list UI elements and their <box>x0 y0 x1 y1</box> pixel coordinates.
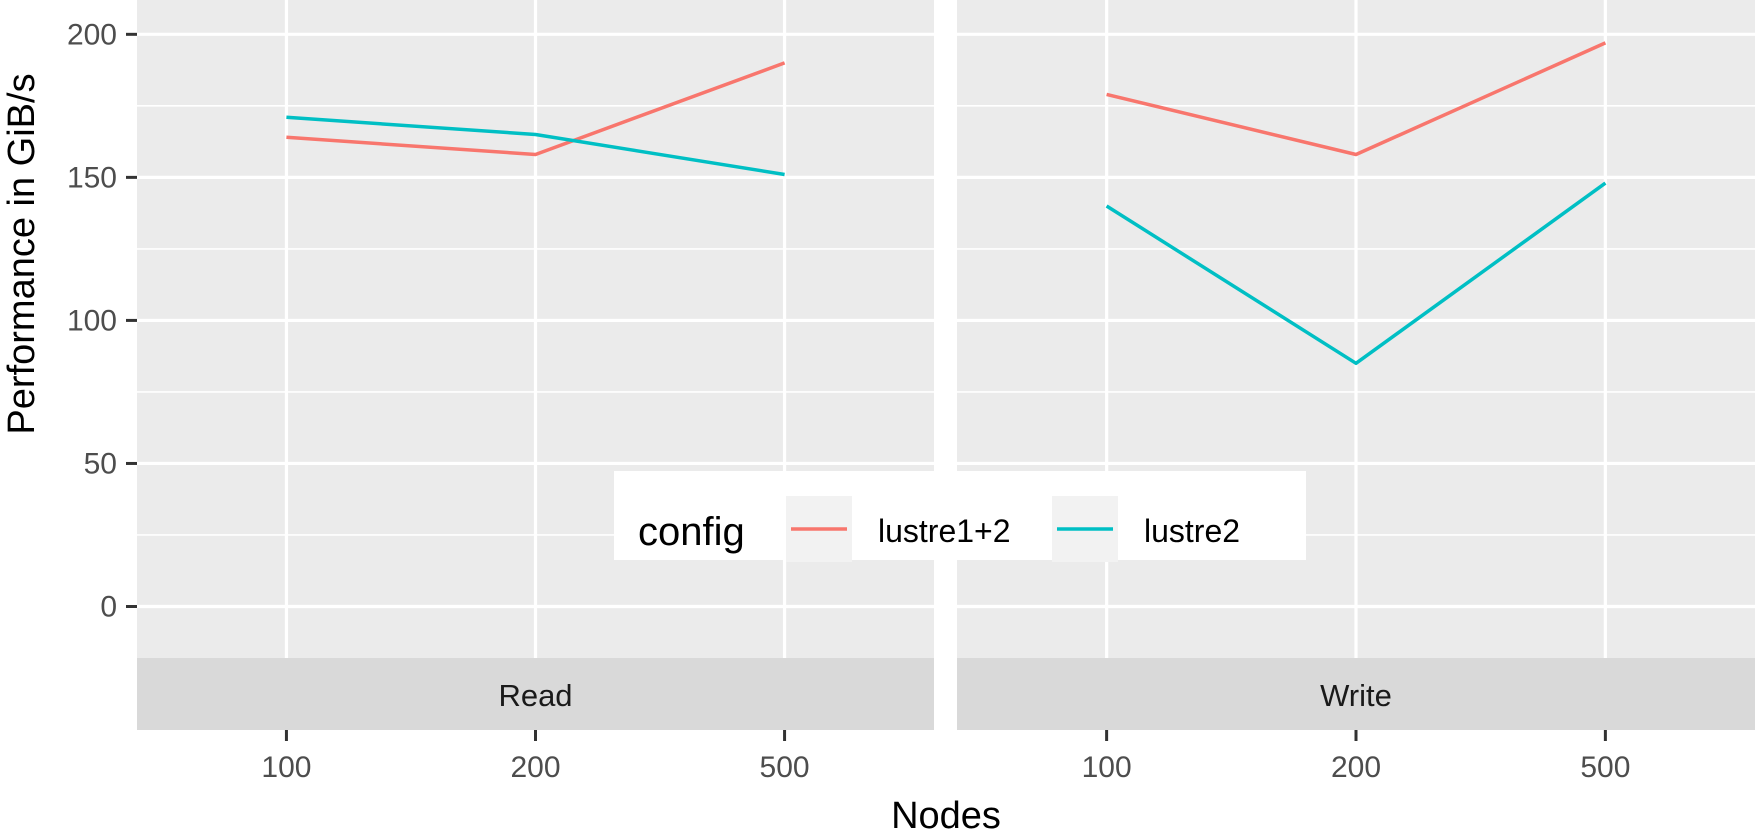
x-tick-label: 500 <box>760 751 810 784</box>
x-axis-title: Nodes <box>891 795 1001 833</box>
legend-label-lustre1-2: lustre1+2 <box>878 513 1011 549</box>
legend-label-lustre2: lustre2 <box>1144 513 1240 549</box>
y-tick-label: 150 <box>67 161 117 194</box>
series-line-write-lustre1-2 <box>1106 41 1607 157</box>
x-tick-label: 100 <box>1082 751 1132 784</box>
facet-strip-read <box>137 658 934 730</box>
legend: config lustre1+2 lustre2 <box>614 471 1306 562</box>
series-line-read-lustre1-2 <box>286 61 786 157</box>
facet-strip-write <box>957 658 1755 730</box>
y-tick-label: 200 <box>67 18 117 51</box>
series-line-read-lustre2 <box>286 115 785 177</box>
x-tick-label: 200 <box>510 751 560 784</box>
facet-label-write: Write <box>1320 678 1392 713</box>
axes: 0 50 100 150 200 100 200 500 100 200 500 <box>67 18 1630 784</box>
x-tick-label: 500 <box>1580 751 1630 784</box>
x-tick-label: 200 <box>1331 751 1381 784</box>
x-tick-label: 100 <box>261 751 311 784</box>
y-tick-label: 0 <box>100 591 117 624</box>
facet-label-read: Read <box>498 678 572 713</box>
legend-title: config <box>638 510 745 554</box>
legend-background <box>614 471 1306 560</box>
y-axis-title: Performance in GiB/s <box>1 73 43 434</box>
data-lines <box>286 41 1607 366</box>
y-tick-label: 100 <box>67 304 117 337</box>
grid-lines <box>137 0 1755 658</box>
series-line-write-lustre2 <box>1105 181 1607 366</box>
y-tick-label: 50 <box>84 447 117 480</box>
